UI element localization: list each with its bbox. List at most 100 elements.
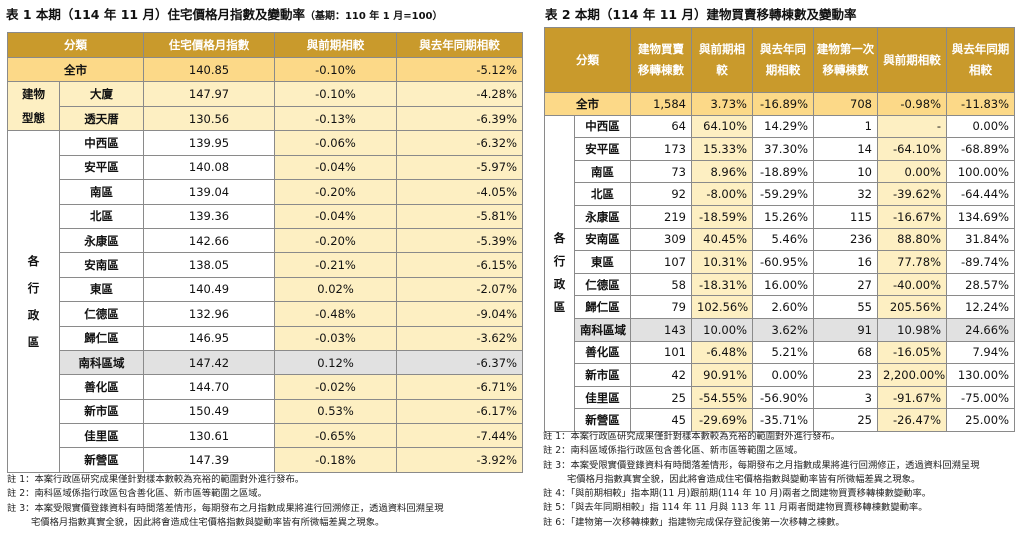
price-index-cell: 144.70 <box>143 374 275 400</box>
district-group-label: 各行政區 <box>544 114 575 432</box>
price-index-cell: 147.39 <box>143 447 275 473</box>
vs-previous-cell: 10.31% <box>691 250 753 274</box>
vs-last-year-cell: -6.37% <box>396 349 523 376</box>
row-label: 南科區域 <box>574 317 631 342</box>
table2-title: 表 2 本期（114 年 11 月）建物買賣移轉棟數及變動率 <box>545 7 857 22</box>
vs-last-year-cell: -5.81% <box>396 203 523 229</box>
row-label: 新市區 <box>59 398 144 425</box>
vs-last-year-cell: -6.32% <box>396 130 523 156</box>
note-line: 註 3：本案受限實價登錄資料有時間落差情形，每期發布之月指數成果將進行回溯修正，… <box>7 502 444 514</box>
price-index-cell: 139.04 <box>143 179 275 205</box>
vs-previous-cell: -0.04% <box>274 203 397 229</box>
table2-district-row: 東區 107 10.31% -60.95% 16 77.78% -89.74% <box>545 250 1015 274</box>
table1-district-row: 仁德區 132.96 -0.48% -9.04% <box>8 301 523 327</box>
row-label: 善化區 <box>59 374 144 400</box>
vs-last-year-cell: -5.39% <box>396 227 523 254</box>
first-vs-previous-cell: -0.98% <box>877 92 947 116</box>
first-transfer-count-cell: 23 <box>813 363 878 387</box>
vs-previous-cell: 10.00% <box>691 317 753 342</box>
transfer-count-cell: 64 <box>630 114 692 139</box>
table1-district-row: 南區 139.04 -0.20% -4.05% <box>8 179 523 205</box>
vs-previous-cell: -0.21% <box>274 252 397 278</box>
note-line: 註 6：「建物第一次移轉棟數」指建物完成保存登記後第一次移轉之棟數。 <box>543 516 845 528</box>
first-vs-last-year-cell: 130.00% <box>946 363 1015 387</box>
price-index-cell: 146.95 <box>143 325 275 351</box>
district-group-label: 各行政區 <box>7 130 60 473</box>
row-label: 南科區域 <box>59 349 144 376</box>
header-first-vs-previous: 與前期相較 <box>877 27 947 93</box>
first-vs-last-year-cell: 7.94% <box>946 340 1015 365</box>
first-vs-previous-cell: -39.62% <box>877 182 947 206</box>
table1-district-row: 善化區 144.70 -0.02% -6.71% <box>8 374 523 400</box>
table2-total-row: 全市 1,584 3.73% -16.89% 708 -0.98% -11.83% <box>544 92 1015 116</box>
price-index-cell: 147.42 <box>143 349 275 376</box>
table1-district-row: 佳里區 130.61 -0.65% -7.44% <box>8 423 523 449</box>
vs-previous-cell: -0.48% <box>274 301 397 327</box>
first-transfer-count-cell: 32 <box>813 182 878 206</box>
vs-last-year-cell: -56.90% <box>752 385 814 410</box>
first-transfer-count-cell: 1 <box>813 114 878 139</box>
row-label: 中西區 <box>574 114 631 139</box>
vs-last-year-cell: 37.30% <box>752 137 814 161</box>
row-label: 東區 <box>574 250 631 274</box>
first-vs-last-year-cell: 12.24% <box>946 295 1015 319</box>
vs-last-year-cell: 16.00% <box>752 272 814 297</box>
vs-previous-cell: -18.31% <box>691 272 753 297</box>
vs-last-year-cell: 5.46% <box>752 227 814 252</box>
vs-previous-cell: -0.03% <box>274 325 397 351</box>
vs-previous-cell: -6.48% <box>691 340 753 365</box>
price-index-cell: 130.56 <box>143 105 275 132</box>
vs-previous-cell: 0.53% <box>274 398 397 425</box>
transfer-count-cell: 309 <box>630 227 692 252</box>
price-index-cell: 140.08 <box>143 154 275 181</box>
first-vs-previous-cell: -40.00% <box>877 272 947 297</box>
vs-previous-cell: -0.13% <box>274 105 397 132</box>
transfer-count-cell: 143 <box>630 317 692 342</box>
transfer-count-cell: 79 <box>630 295 692 319</box>
table2-district-row: 新市區 42 90.91% 0.00% 23 2,200.00% 130.00% <box>545 363 1015 387</box>
note-line: 註 2：南科區域係指行政區包含善化區、新市區等範圍之區域。 <box>7 488 267 500</box>
row-label: 仁德區 <box>59 301 144 327</box>
header-vs-last-year: 與去年同期相較 <box>752 27 814 93</box>
row-label: 安南區 <box>59 252 144 278</box>
first-transfer-count-cell: 25 <box>813 408 878 432</box>
vs-last-year-cell: 3.62% <box>752 317 814 342</box>
vs-last-year-cell: -60.95% <box>752 250 814 274</box>
vs-previous-cell: 64.10% <box>691 114 753 139</box>
vs-last-year-cell: -3.92% <box>396 447 523 473</box>
first-vs-last-year-cell: 0.00% <box>946 114 1015 139</box>
table2-district-row: 永康區 219 -18.59% 15.26% 115 -16.67% 134.69% <box>545 204 1015 229</box>
first-vs-last-year-cell: -64.44% <box>946 182 1015 206</box>
vs-previous-cell: -29.69% <box>691 408 753 432</box>
transfer-count-cell: 25 <box>630 385 692 410</box>
table2-district-row: 安平區 173 15.33% 37.30% 14 -64.10% -68.89% <box>545 137 1015 161</box>
first-transfer-count-cell: 68 <box>813 340 878 365</box>
transfer-count-cell: 92 <box>630 182 692 206</box>
first-transfer-count-cell: 708 <box>813 92 878 116</box>
vs-previous-cell: 15.33% <box>691 137 753 161</box>
header-index: 住宅價格月指數 <box>143 32 275 58</box>
vs-last-year-cell: 15.26% <box>752 204 814 229</box>
table2-notes: 註 1：本案行政區研究成果僅針對樣本數較為充裕的範圍對外進行發布。註 2：南科區… <box>543 430 1021 530</box>
price-index-cell: 132.96 <box>143 301 275 327</box>
vs-last-year-cell: -6.15% <box>396 252 523 278</box>
table1-title-text: 表 1 本期（114 年 11 月）住宅價格月指數及變動率 <box>6 7 305 22</box>
vs-previous-cell: -54.55% <box>691 385 753 410</box>
vs-previous-cell: -0.18% <box>274 447 397 473</box>
vs-last-year-cell: -59.29% <box>752 182 814 206</box>
header-vs-previous: 與前期相較 <box>274 32 397 58</box>
vs-last-year-cell: -4.28% <box>396 81 523 107</box>
first-transfer-count-cell: 16 <box>813 250 878 274</box>
header-category: 分類 <box>544 27 631 93</box>
first-vs-previous-cell: 88.80% <box>877 227 947 252</box>
table2-district-row: 南科區域 143 10.00% 3.62% 91 10.98% 24.66% <box>545 317 1015 342</box>
first-vs-previous-cell: -26.47% <box>877 408 947 432</box>
price-index-cell: 139.36 <box>143 203 275 229</box>
row-label: 歸仁區 <box>574 295 631 319</box>
first-vs-previous-cell: -64.10% <box>877 137 947 161</box>
row-label: 南區 <box>59 179 144 205</box>
first-vs-last-year-cell: 24.66% <box>946 317 1015 342</box>
vs-previous-cell: 8.96% <box>691 159 753 184</box>
price-index-cell: 140.49 <box>143 276 275 303</box>
first-vs-previous-cell: 205.56% <box>877 295 947 319</box>
